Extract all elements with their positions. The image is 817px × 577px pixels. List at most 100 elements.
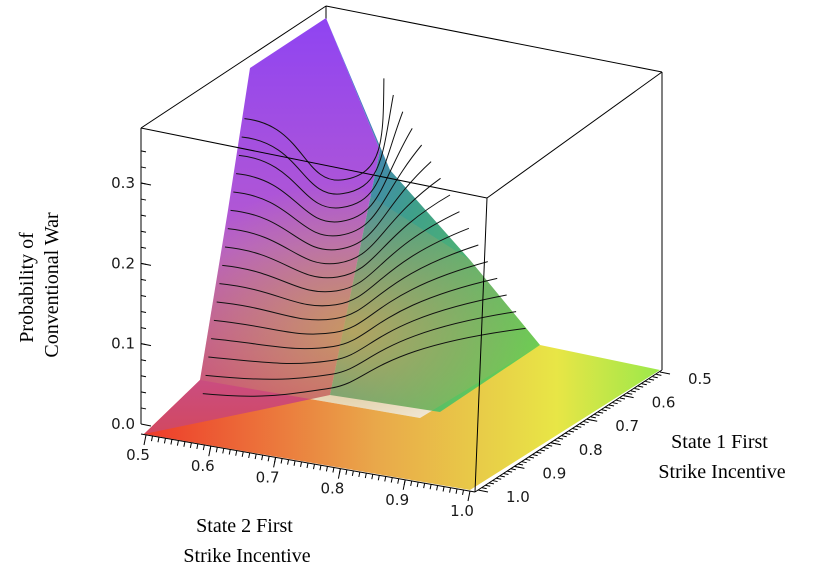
- y-minor-tick: [623, 395, 629, 398]
- x-minor-tick: [163, 438, 166, 444]
- y-minor-tick: [514, 465, 520, 468]
- x-tick-label: 0.6: [191, 457, 215, 475]
- contour-line: [208, 294, 507, 364]
- z-minor-tick: [140, 407, 147, 410]
- z-tick-mark: [140, 423, 152, 427]
- surface-floor: [144, 345, 660, 490]
- x-minor-tick: [423, 483, 426, 489]
- x-minor-tick: [455, 488, 458, 494]
- contour-line: [202, 327, 526, 397]
- contour-line: [222, 211, 460, 293]
- y-minor-tick: [605, 406, 611, 409]
- y-minor-tick: [648, 378, 655, 381]
- x-minor-tick: [202, 444, 205, 451]
- y-minor-tick: [627, 392, 633, 395]
- y-minor-tick: [539, 449, 545, 452]
- x-tick-label: 0.9: [385, 491, 409, 509]
- x-minor-tick: [261, 455, 264, 461]
- y-minor-tick: [583, 421, 589, 424]
- x-minor-tick: [462, 489, 465, 495]
- x-minor-tick: [280, 458, 283, 464]
- x-tick-label: 1.0: [450, 502, 474, 520]
- x-minor-tick: [235, 450, 238, 456]
- x-minor-tick: [312, 464, 315, 470]
- z-minor-tick: [140, 150, 147, 153]
- z-minor-tick: [140, 182, 147, 185]
- x-axis-title: State 2 First Strike Incentive: [183, 515, 310, 567]
- x-minor-tick: [157, 437, 160, 443]
- x-minor-tick: [306, 462, 309, 469]
- y-minor-tick: [503, 472, 509, 475]
- surface-blend: [200, 170, 540, 418]
- x-minor-tick: [377, 475, 380, 481]
- z-minor-tick: [140, 327, 147, 330]
- y-minor-tick: [547, 444, 553, 447]
- x-minor-tick: [209, 446, 212, 452]
- x-minor-tick: [170, 439, 173, 445]
- x-tick-label: 0.5: [126, 446, 150, 464]
- x-tick-label: 0.7: [256, 468, 280, 486]
- x-minor-tick: [293, 460, 296, 466]
- x-minor-tick: [442, 486, 445, 492]
- contour-line: [236, 128, 413, 223]
- y-minor-tick: [561, 435, 567, 438]
- x-minor-tick: [371, 474, 374, 480]
- x-minor-tick: [300, 461, 303, 467]
- z-minor-tick: [140, 198, 147, 201]
- z-minor-tick: [140, 230, 147, 233]
- y-minor-tick: [496, 477, 502, 480]
- y-minor-tick: [481, 487, 487, 490]
- y-minor-tick: [492, 480, 498, 483]
- contour-line: [224, 194, 451, 279]
- y-minor-tick: [565, 432, 571, 435]
- x-minor-tick: [416, 481, 419, 488]
- contour-line: [238, 111, 404, 209]
- box-front-edges: [140, 71, 663, 493]
- x-axis: 0.5 0.6 0.7 0.8 0.9 1.0: [126, 433, 476, 520]
- y-axis-title: State 1 First Strike Incentive: [658, 431, 785, 483]
- x-minor-tick: [332, 467, 335, 473]
- x-minor-tick: [183, 441, 186, 447]
- z-minor-tick: [140, 294, 147, 297]
- y-tick-label: 0.5: [688, 370, 712, 388]
- y-minor-tick: [576, 425, 582, 428]
- x-minor-tick: [241, 451, 244, 457]
- y-minor-tick: [630, 390, 636, 393]
- y-minor-tick: [517, 463, 524, 466]
- y-minor-tick: [572, 428, 578, 431]
- y-minor-tick: [594, 413, 600, 416]
- z-minor-tick: [140, 311, 147, 314]
- contour-line: [219, 227, 470, 307]
- x-minor-tick: [267, 456, 270, 462]
- y-minor-tick: [641, 383, 647, 386]
- z-minor-tick: [140, 343, 147, 346]
- y-minor-tick: [488, 482, 495, 485]
- y-minor-tick: [590, 416, 596, 419]
- x-minor-tick: [351, 470, 354, 476]
- contour-lines: [202, 78, 526, 397]
- y-minor-tick: [554, 439, 560, 442]
- y-minor-tick: [587, 418, 593, 421]
- contour-line: [205, 311, 517, 380]
- x-minor-tick: [449, 487, 452, 493]
- y-minor-tick: [557, 437, 564, 440]
- contour-line: [230, 161, 432, 251]
- z-minor-tick: [140, 391, 147, 394]
- y-minor-tick: [652, 376, 658, 379]
- contour-line: [216, 244, 479, 321]
- y-minor-tick: [612, 402, 618, 405]
- x-tick-mark: [143, 434, 147, 446]
- x-tick-label: 0.8: [320, 480, 344, 498]
- x-minor-tick: [338, 468, 341, 474]
- y-tick-mark: [477, 489, 489, 493]
- x-minor-tick: [384, 476, 387, 482]
- x-minor-tick: [319, 465, 322, 471]
- y-minor-tick: [550, 442, 556, 445]
- y-tick-label: 0.8: [579, 441, 603, 459]
- x-minor-tick: [287, 459, 290, 465]
- y-minor-tick: [634, 388, 640, 391]
- x-minor-tick: [228, 449, 231, 455]
- x-minor-tick: [345, 469, 348, 475]
- z-axis: 0.0 0.1 0.2 0.3: [111, 128, 152, 433]
